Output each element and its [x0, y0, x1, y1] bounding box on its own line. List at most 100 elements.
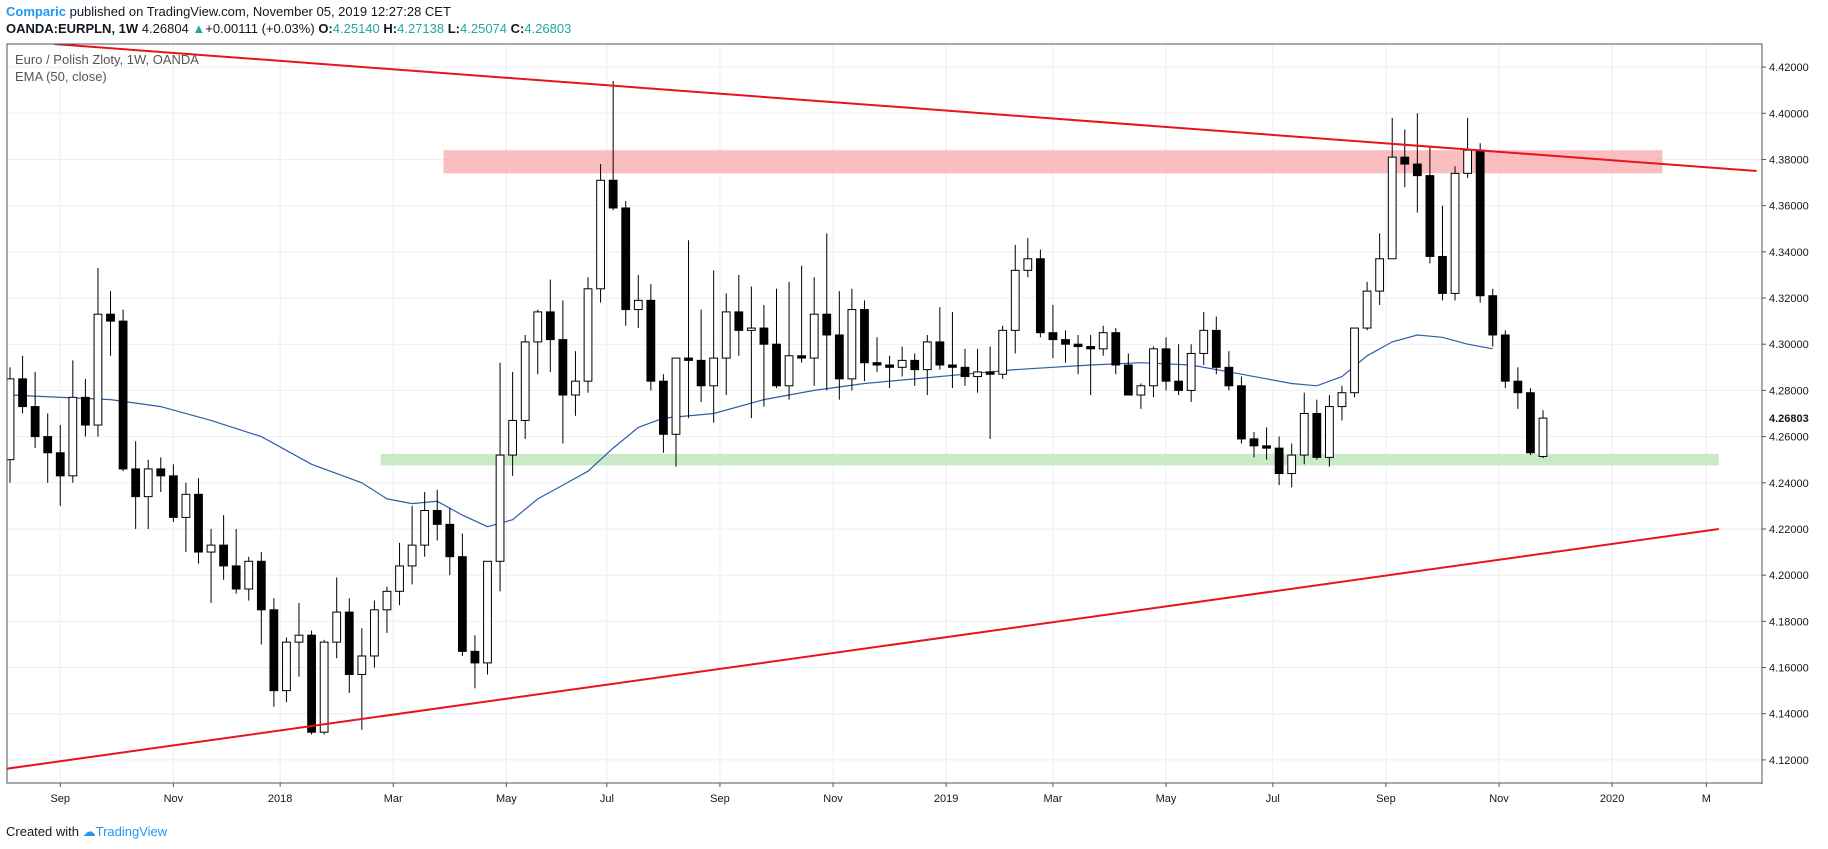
- candle: [432, 489, 442, 541]
- candle: [319, 639, 329, 735]
- candle-body-down: [432, 509, 442, 525]
- y-tick-label: 4.26000: [1769, 432, 1809, 444]
- candle-body-down: [231, 565, 241, 590]
- candle: [256, 552, 266, 645]
- candle-body-up: [1450, 172, 1460, 294]
- candle: [1412, 113, 1422, 213]
- candle-body-down: [1312, 413, 1322, 458]
- candle: [344, 598, 354, 693]
- candle: [483, 560, 492, 675]
- open-label: O:: [318, 21, 333, 36]
- support-zone: [380, 453, 1719, 466]
- candle-body-up: [244, 560, 254, 590]
- candle-body-up: [382, 590, 392, 611]
- candle-body-up: [847, 309, 857, 380]
- candle-body-down: [445, 523, 455, 558]
- candle-body-down: [131, 468, 141, 498]
- candle: [734, 274, 744, 356]
- candle-body-down: [621, 207, 631, 311]
- candle: [143, 459, 153, 529]
- candle: [960, 348, 970, 386]
- candle-body-down: [156, 468, 166, 477]
- candle: [1450, 166, 1460, 301]
- candle: [759, 304, 769, 407]
- candle-body-down: [1224, 366, 1234, 387]
- candle-body-up: [583, 288, 593, 382]
- candle-body-up: [495, 454, 505, 562]
- candle-body-up: [721, 311, 731, 359]
- plot-area: [7, 44, 1762, 783]
- candle-body-down: [344, 611, 354, 675]
- candle-body-down: [1526, 392, 1535, 454]
- tradingview-link[interactable]: TradingView: [95, 824, 168, 839]
- candle-body-down: [1438, 255, 1447, 294]
- candle: [407, 505, 417, 585]
- candle-body-down: [106, 313, 115, 322]
- candle-body-down: [194, 493, 203, 553]
- candle-body-up: [483, 560, 492, 664]
- candle: [206, 528, 216, 603]
- candle-body-up: [294, 634, 304, 643]
- y-tick-label: 4.18000: [1769, 616, 1809, 628]
- candle-body-down: [1412, 163, 1422, 177]
- candle: [445, 508, 455, 576]
- candle-body-up: [282, 641, 291, 692]
- candle-body-up: [395, 565, 404, 592]
- candle: [646, 284, 656, 391]
- x-tick-label: M: [1702, 793, 1711, 805]
- candle: [181, 482, 191, 553]
- candle-body-up: [1299, 413, 1309, 456]
- candle-body-down: [834, 334, 844, 380]
- candle-body-down: [759, 327, 769, 345]
- candle-body-up: [7, 378, 15, 461]
- candle: [55, 425, 65, 506]
- candle: [520, 334, 530, 439]
- candle-body-down: [1086, 346, 1096, 350]
- high-value: 4.27138: [397, 21, 445, 36]
- y-tick-label: 4.16000: [1769, 663, 1809, 675]
- upper-resistance-line: [53, 44, 1757, 173]
- candle-body-down: [1211, 329, 1221, 368]
- candle: [596, 164, 605, 303]
- candle-body-up: [1337, 392, 1347, 408]
- candle-body-down: [1174, 380, 1183, 391]
- candle-body-down: [1500, 334, 1510, 382]
- candle-body-down: [1123, 364, 1133, 396]
- candle-body-up: [809, 313, 819, 359]
- candle: [1438, 205, 1447, 301]
- candle-body-up: [1463, 149, 1473, 174]
- y-tick-label: 4.42000: [1769, 62, 1809, 74]
- candle: [1186, 344, 1196, 402]
- candle-body-down: [1249, 438, 1259, 447]
- candle: [1262, 427, 1271, 460]
- author-link[interactable]: Comparic: [6, 4, 66, 19]
- candle: [872, 337, 882, 372]
- candle: [244, 556, 254, 601]
- candle: [822, 233, 832, 391]
- candle: [1174, 344, 1183, 396]
- candle-body-down: [118, 320, 128, 470]
- last-price-label: 4.26803: [1769, 413, 1809, 425]
- candle-body-down: [684, 357, 693, 361]
- x-tick-label: Mar: [384, 793, 403, 805]
- y-tick-label: 4.20000: [1769, 570, 1809, 582]
- high-label: H:: [383, 21, 398, 36]
- y-tick-label: 4.14000: [1769, 709, 1809, 721]
- candle: [131, 441, 141, 529]
- candle: [1098, 325, 1108, 356]
- candle: [545, 279, 555, 372]
- candle-body-up: [93, 313, 103, 426]
- candle-body-down: [168, 475, 178, 518]
- candle-body-down: [1274, 447, 1284, 475]
- y-tick-label: 4.12000: [1769, 755, 1809, 767]
- tradingview-logo-icon: ☁: [82, 824, 96, 839]
- candle: [1425, 145, 1435, 264]
- candle-body-down: [457, 556, 467, 652]
- candle-body-down: [1488, 295, 1498, 336]
- candle-body-up: [922, 341, 932, 371]
- candle: [998, 325, 1008, 379]
- candle-body-up: [357, 655, 367, 675]
- candle-body-down: [1073, 343, 1083, 348]
- candle-body-up: [671, 357, 681, 435]
